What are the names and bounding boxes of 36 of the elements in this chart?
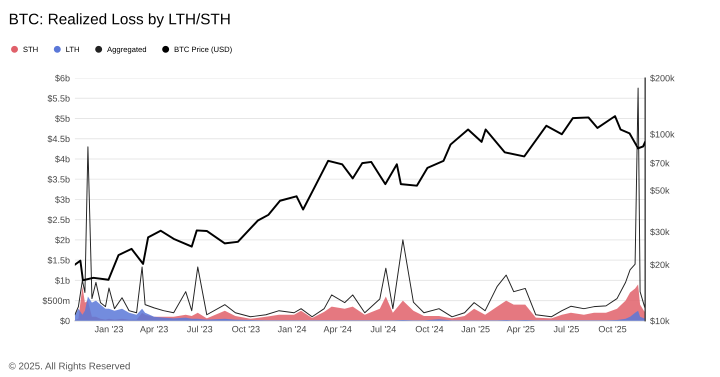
y-tick-label: $5.5b [48,94,70,102]
y2-tick-label: $200k [650,74,675,82]
y2-tick-label: $100k [650,130,675,138]
x-tick-label: Jan '24 [278,326,306,332]
x-tick-label: Jul '25 [554,326,579,332]
y-tick-label: $0 [60,317,70,325]
y2-tick-label: $10k [650,317,670,325]
y-tick-label: $5b [55,115,70,122]
line-series [74,115,646,282]
line-series [74,88,646,318]
y-tick-label: $4.5b [48,135,70,143]
x-tick-label: Oct '25 [598,326,626,332]
y2-tick-label: $20k [650,261,670,269]
x-tick-label: Apr '23 [140,326,168,334]
x-tick-label: Apr '24 [324,326,352,334]
y2-tick-label: $30k [650,228,670,236]
y-tick-label: $2b [55,236,70,244]
y-tick-label: $3b [55,196,70,204]
text: © 2025. All Rights Reserved [8,362,130,372]
x-tick-label: Jan '25 [461,326,490,332]
x-tick-label: Jan '23 [94,326,124,332]
y-tick-label: $1b [55,276,70,284]
chart-title: BTC: Realized Loss by LTH/STH [10,13,230,28]
x-tick-label: Jul '23 [186,326,212,332]
y2-tick-label: $70k [650,160,670,168]
x-tick-label: Apr '25 [506,326,535,334]
y-tick-label: $2.5b [48,216,70,224]
x-tick-label: Oct '23 [232,326,260,332]
y-tick-label: $500m [42,297,70,304]
y2-tick-label: $50k [650,186,670,194]
y-tick-label: $6b [55,74,70,82]
x-tick-label: Oct '24 [416,326,444,332]
y-tick-label: $1.5b [48,256,70,264]
y-tick-label: $4b [55,156,70,163]
y-tick-label: $3.5b [48,176,70,184]
x-tick-label: Jul '24 [370,326,396,332]
